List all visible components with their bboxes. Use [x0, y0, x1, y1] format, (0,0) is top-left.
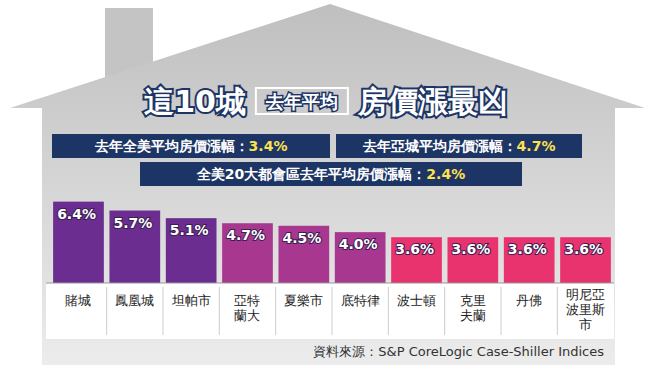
- annotation-box: [336, 134, 582, 158]
- annotation: 全美20大都會區去年平均房價漲幅：2.4%: [140, 162, 522, 186]
- separator: [388, 287, 389, 335]
- data-label: 4.5%: [282, 230, 321, 246]
- x-tick: 亞特蘭大: [234, 283, 260, 323]
- annotation-box: [140, 162, 522, 186]
- x-tick: 鳳凰城: [115, 283, 154, 308]
- data-label: 4.0%: [339, 236, 378, 252]
- x-tick-label: 鳳凰城: [115, 293, 154, 308]
- x-tick-label: 丹佛: [516, 293, 542, 308]
- bar: [278, 226, 329, 283]
- data-label: 4.7%: [226, 227, 265, 243]
- annotation-text: 去年亞城平均房價漲幅：4.7%: [362, 138, 556, 154]
- x-tick: 底特律: [341, 283, 380, 308]
- x-tick-label: 賭城: [65, 293, 91, 308]
- data-label: 6.4%: [57, 206, 96, 222]
- bar: [53, 202, 104, 283]
- x-tick-label: 底特律: [341, 293, 380, 308]
- category-separators: [107, 287, 558, 335]
- annotation-box: [52, 134, 330, 158]
- x-tick-label: 波士頓: [397, 293, 436, 308]
- data-label: 5.7%: [113, 215, 152, 231]
- x-tick: 克里夫蘭: [460, 283, 486, 323]
- separator: [444, 287, 445, 335]
- bars: [53, 202, 611, 283]
- separator: [275, 287, 276, 335]
- bar: [391, 237, 442, 283]
- house-shape: [10, 4, 645, 365]
- x-tick: 波士頓: [397, 283, 436, 308]
- data-labels: 6.4% 5.7% 5.1% 4.7% 4.5% 4.0% 3.6% 3.6% 3.6% 3.6%: [57, 206, 603, 258]
- annotation-text: 去年全美平均房價漲幅：3.4%: [94, 138, 288, 154]
- bar: [560, 237, 611, 283]
- annotation: 去年全美平均房價漲幅：3.4%: [52, 134, 330, 158]
- source: 資料來源：S&P CoreLogic Case-Shiller Indices: [313, 344, 604, 359]
- bar: [222, 223, 273, 283]
- separator: [106, 287, 107, 335]
- x-axis: 賭城 鳳凰城 坦帕市 亞特蘭大 夏樂市 底特律 波士頓 克里夫蘭 丹佛 明尼亞波里斯市: [46, 283, 614, 332]
- bar: [504, 237, 555, 283]
- title-text: 房價漲最凶: [357, 84, 508, 119]
- title-highlight-box: [256, 88, 348, 114]
- title-text: 這10城: [144, 84, 246, 119]
- annotations: 去年全美平均房價漲幅：3.4% 去年亞城平均房價漲幅：4.7% 全美20大都會區去年…: [52, 134, 582, 186]
- data-label: 3.6%: [395, 241, 434, 257]
- title: 這10城去年平均房價漲最凶: [144, 84, 508, 119]
- bar: [335, 232, 386, 283]
- x-tick-label: 坦帕市: [171, 293, 211, 308]
- x-tick: 坦帕市: [171, 283, 211, 308]
- separator: [162, 287, 163, 335]
- data-label: 5.1%: [170, 222, 209, 238]
- data-label: 3.6%: [451, 241, 490, 257]
- x-tick: 丹佛: [516, 283, 542, 308]
- separator: [557, 287, 558, 335]
- x-axis-line: [46, 283, 614, 284]
- x-tick-label: 夏樂市: [284, 293, 323, 308]
- chart: 這10城去年平均房價漲最凶去年全美平均房價漲幅：3.4% 去年亞城平均房價漲幅：4…: [0, 0, 652, 382]
- x-tick-label: 明尼亞波里斯市: [566, 287, 605, 332]
- annotation-text: 全美20大都會區去年平均房價漲幅：2.4%: [196, 166, 465, 182]
- title-highlight: 去年平均: [265, 91, 338, 112]
- data-label: 3.6%: [564, 241, 603, 257]
- x-tick: 賭城: [65, 283, 91, 308]
- separator: [501, 287, 502, 335]
- x-tick: 夏樂市: [284, 283, 323, 308]
- bar: [166, 218, 217, 283]
- category-panel: [46, 283, 614, 339]
- bar: [109, 211, 160, 283]
- x-tick: 明尼亞波里斯市: [566, 283, 605, 332]
- bar: [447, 237, 498, 283]
- separator: [219, 287, 220, 335]
- separator: [332, 287, 333, 335]
- annotation: 去年亞城平均房價漲幅：4.7%: [336, 134, 582, 158]
- data-label: 3.6%: [508, 241, 547, 257]
- x-tick-label: 克里夫蘭: [460, 293, 486, 323]
- house-background: [10, 4, 645, 365]
- x-tick-label: 亞特蘭大: [234, 293, 260, 323]
